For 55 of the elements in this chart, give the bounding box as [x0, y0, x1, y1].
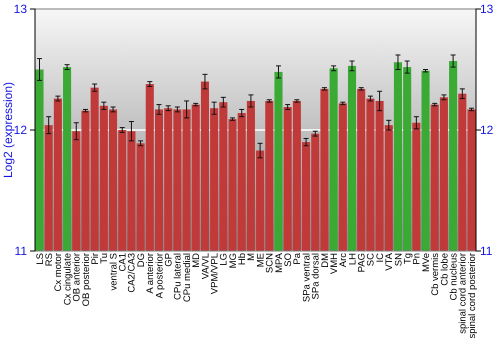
x-tick-label: Pn: [412, 253, 423, 265]
x-tick-label: DM: [320, 252, 331, 268]
x-tick-label: SPa dorsal: [310, 253, 322, 300]
x-tick-label: M: [246, 252, 258, 261]
x-tick-label: LH: [347, 252, 358, 266]
x-tick-label: ME: [255, 253, 266, 268]
x-tick-label: MVe: [420, 253, 432, 272]
x-tick-label: Cb lobe: [439, 253, 450, 286]
x-tick-label: SN: [393, 252, 404, 266]
x-tick-label: MG: [228, 253, 239, 268]
x-tick-label: SC: [366, 252, 377, 266]
x-tick-label: DG: [136, 253, 147, 268]
x-tick-label: SCN: [264, 252, 276, 274]
x-tick-label: Tg: [402, 253, 414, 264]
x-tick-label: VA/VL: [200, 253, 212, 280]
x-tick-label: CA1: [118, 253, 129, 272]
x-tick-label: LG: [218, 253, 230, 266]
x-tick-label: A anterior: [145, 253, 156, 294]
x-tick-label: VPM/VPL: [209, 253, 220, 294]
y-tick-label: 13: [14, 2, 28, 16]
x-tick-label: CA2/CA3: [126, 253, 138, 293]
y2-tick-label: 11: [480, 244, 493, 258]
x-tick-label: Cb nucleus: [448, 252, 460, 301]
x-tick-label: spinal cord posterior: [466, 253, 478, 339]
x-tick-label: PAG: [356, 253, 368, 272]
x-tick-label: Cx cingulate: [62, 253, 74, 306]
x-tick-label: Pir: [90, 253, 101, 265]
x-tick-label: VMH: [328, 252, 340, 274]
x-tick-label: RS: [44, 253, 56, 266]
x-tick-label: A posterior: [154, 253, 166, 298]
y-tick-label: 11: [14, 244, 28, 258]
x-tick-label: CPu lateral: [172, 253, 184, 300]
x-tick-label: OB anterior: [72, 253, 83, 302]
x-tick-label: Cx motor: [53, 253, 64, 292]
y-tick-label: 12: [14, 122, 28, 137]
x-tick-label: Tu: [99, 253, 110, 264]
x-tick-label: Cb vermis: [430, 252, 442, 296]
y2-tick-label: 12: [480, 122, 494, 137]
x-tick-label: Arc: [338, 252, 350, 268]
x-tick-label: OB posterior: [80, 253, 92, 306]
x-tick-label: Pa: [292, 252, 304, 265]
x-tick-label: MD: [191, 252, 202, 268]
x-tick-label: GP: [164, 253, 175, 267]
x-tick-label: VTA: [384, 252, 396, 271]
x-tick-label: MPA: [274, 252, 285, 273]
y2-tick-label: 13: [480, 2, 494, 16]
x-tick-label: LS: [34, 253, 46, 265]
x-tick-label: SO: [282, 253, 294, 267]
x-tick-label: ventral S: [108, 253, 120, 290]
x-tick-label: spinal cord anterior: [458, 253, 469, 334]
x-tick-label: Hb: [237, 253, 248, 266]
x-tick-label: IC: [374, 252, 386, 262]
x-tick-label: CPu medial: [182, 253, 193, 302]
y-axis-title: Log2 (expression): [1, 82, 15, 178]
x-tick-label: SPa ventral: [301, 253, 312, 302]
